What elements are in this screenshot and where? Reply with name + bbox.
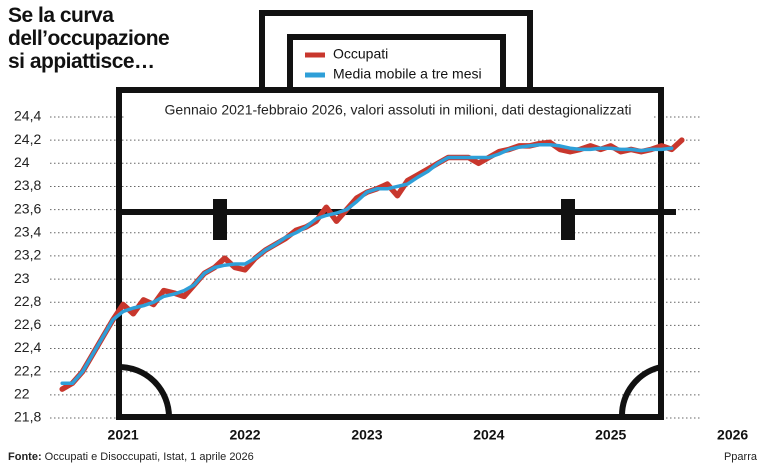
x-tick-label: 2021: [108, 427, 139, 443]
latch: [561, 199, 575, 240]
handle-inner: [287, 34, 506, 88]
y-tick-label: 24,2: [14, 131, 41, 147]
y-tick-label: 22,2: [14, 362, 41, 378]
y-tick-label: 23,2: [14, 247, 41, 263]
y-tick-label: 24,4: [14, 108, 41, 124]
x-tick-label: 2022: [229, 427, 260, 443]
y-tick-label: 22: [14, 386, 30, 402]
plot: [59, 137, 685, 392]
x-tick-label: 2025: [595, 427, 626, 443]
x-tick-label: 2024: [473, 427, 504, 443]
y-tick-label: 23: [14, 270, 30, 286]
chart-title: Se la curva dell’occupazione si appiatti…: [8, 4, 170, 73]
subtitle-bg: [124, 96, 654, 126]
subtitle: Gennaio 2021-febbraio 2026, valori assol…: [165, 102, 632, 118]
legend-label: Occupati: [333, 46, 388, 62]
y-tick-label: 22,6: [14, 316, 41, 332]
credit: Pparra: [724, 451, 757, 463]
case-body: [116, 87, 664, 420]
y-tick-label: 24: [14, 154, 30, 170]
y-tick-label: 23,6: [14, 200, 41, 216]
latches: [213, 199, 575, 240]
corner-right: [618, 364, 662, 418]
legend: Occupati Media mobile a tre mesi: [305, 46, 482, 82]
x-tick-label: 2026: [717, 427, 748, 443]
handle-outer: [259, 10, 533, 88]
y-tick-label: 22,4: [14, 339, 41, 355]
y-tick-label: 23,4: [14, 223, 41, 239]
corner-left: [118, 364, 172, 418]
briefcase: [116, 10, 676, 420]
x-tick-label: 2023: [351, 427, 382, 443]
y-tick-label: 22,8: [14, 293, 41, 309]
series-line: [59, 137, 685, 392]
legend-label: Media mobile a tre mesi: [333, 66, 482, 82]
series-line: [60, 143, 674, 386]
latch: [213, 199, 227, 240]
y-tick-label: 23,8: [14, 177, 41, 193]
y-tick-label: 21,8: [14, 409, 41, 425]
source-label: Fonte:: [8, 451, 42, 463]
source-text: Occupati e Disoccupati, Istat, 1 aprile …: [45, 451, 254, 463]
source: Fonte: Occupati e Disoccupati, Istat, 1 …: [8, 451, 254, 463]
